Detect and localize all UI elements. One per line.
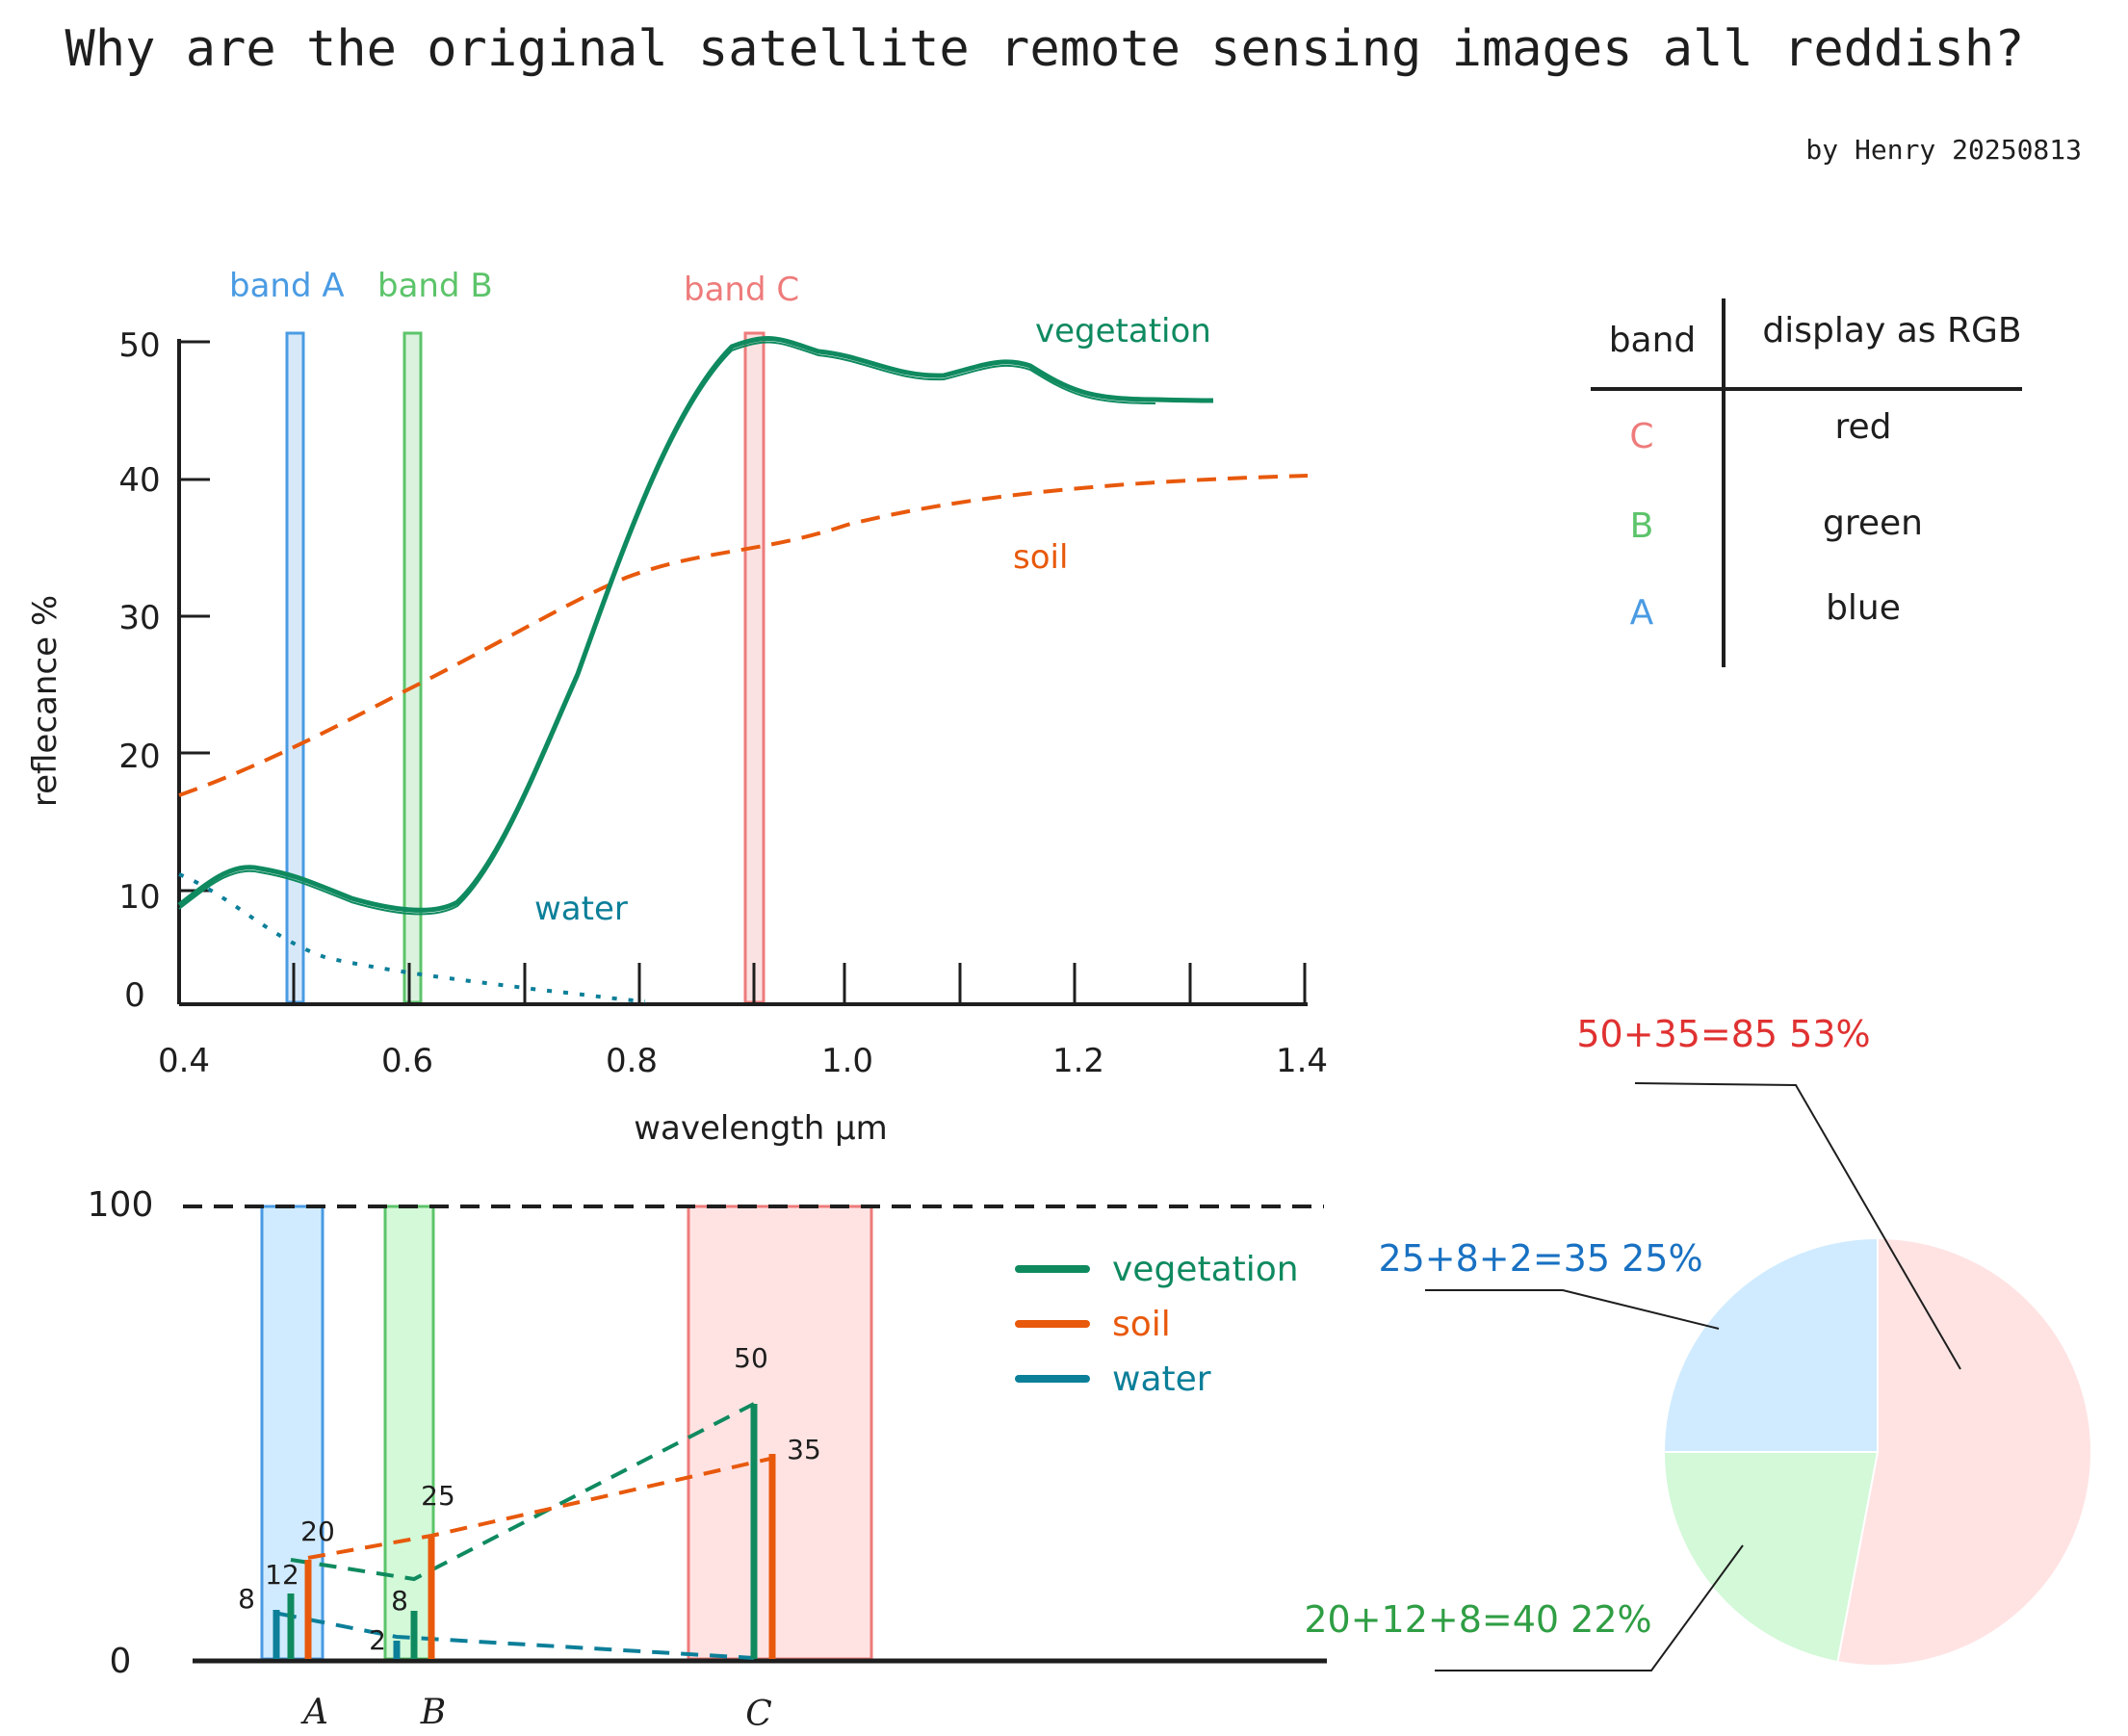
- bottom-band-c-rect: [687, 1205, 873, 1661]
- band-a-rect: [285, 331, 305, 1004]
- vegetation-dash-connector: [290, 1402, 755, 1582]
- legend-label-vegetation: vegetation: [1112, 1250, 1299, 1289]
- water-label: water: [534, 890, 628, 928]
- water-dash-connector: [278, 1612, 755, 1660]
- green-leader-line: [1435, 1544, 1744, 1671]
- x-axis-label: wavelength μm: [634, 1109, 888, 1148]
- table-row-a-band: A: [1630, 593, 1654, 633]
- pie-slice-blue: [1662, 1236, 1879, 1453]
- y-label-100: 100: [88, 1185, 154, 1225]
- soil-label: soil: [1013, 538, 1068, 577]
- table-row-b-rgb: green: [1823, 504, 1923, 543]
- band-a-label: band A: [229, 267, 345, 305]
- value-label: 8: [238, 1583, 255, 1615]
- legend-label-water: water: [1112, 1360, 1211, 1399]
- legend: vegetation soil water: [1015, 1250, 1299, 1399]
- table-row-c-rgb: red: [1834, 407, 1891, 447]
- pie-slices: [1662, 1236, 2092, 1667]
- byline: by Henry 20250813: [1805, 134, 2082, 166]
- blue-leader-line: [1425, 1289, 1720, 1330]
- x-tick-label: 1.2: [1052, 1042, 1104, 1080]
- value-label: 2: [369, 1624, 386, 1656]
- x-tick-label: 0.4: [158, 1042, 210, 1080]
- y-label-0: 0: [110, 1642, 132, 1681]
- legend-label-soil: soil: [1112, 1305, 1171, 1344]
- y-tick-label: 30: [118, 599, 160, 637]
- red-leader-line: [1634, 1082, 1961, 1370]
- table-row-a-rgb: blue: [1826, 588, 1901, 628]
- pie-slice-red: [1836, 1236, 2092, 1667]
- x-tick-label: 0.8: [606, 1042, 658, 1080]
- y-tick-label: 10: [118, 878, 160, 917]
- band-rgb-table: band display as RGB C red B green A blue: [1591, 298, 2022, 667]
- x-label-a: A: [300, 1693, 328, 1732]
- vegetation-curve-stroke2: [178, 341, 1156, 916]
- water-curve: [178, 872, 646, 1003]
- x-ticks: [292, 963, 1307, 1004]
- value-label: 25: [421, 1480, 455, 1512]
- table-header-rgb: display as RGB: [1762, 311, 2021, 350]
- x-tick-label: 0.6: [381, 1042, 433, 1080]
- value-label: 20: [300, 1516, 335, 1547]
- value-label: 35: [787, 1434, 821, 1465]
- y-tick-label: 20: [118, 738, 160, 776]
- band-b-rect: [402, 331, 423, 1004]
- x-tick-label: 1.0: [821, 1042, 873, 1080]
- table-row-c-band: C: [1629, 417, 1653, 456]
- y-tick-label: 50: [118, 326, 160, 365]
- bottom-band-a-rect: [260, 1205, 324, 1661]
- rgb-pie-chart: 50+35=85 53% 25+8+2=35 25% 20+12+8=40 22…: [1304, 1013, 2092, 1671]
- pie-label-green: 20+12+8=40 22%: [1304, 1598, 1651, 1641]
- band-c-label: band C: [684, 271, 799, 309]
- band-b-label: band B: [377, 267, 493, 305]
- band-reflectance-chart: 100 0 8 12 20 2 8 25 50 35 A B C vegeta: [88, 1185, 1327, 1734]
- x-tick-label: 1.4: [1276, 1042, 1328, 1080]
- vegetation-label: vegetation: [1035, 312, 1211, 350]
- pie-label-red: 50+35=85 53%: [1576, 1013, 1870, 1055]
- x-label-c: C: [745, 1695, 772, 1734]
- table-header-band: band: [1609, 321, 1697, 360]
- value-label: 12: [265, 1559, 299, 1591]
- page-title: Why are the original satellite remote se…: [65, 20, 2025, 78]
- value-label: 50: [734, 1342, 768, 1374]
- x-label-b: B: [420, 1693, 446, 1732]
- vegetation-curve: [177, 336, 1214, 913]
- y-tick-label: 0: [124, 976, 145, 1015]
- soil-curve: [178, 474, 1309, 797]
- spectral-chart: band A band B band C 50 40: [26, 267, 1328, 1148]
- table-row-b-band: B: [1630, 506, 1654, 546]
- band-c-rect: [743, 331, 766, 1004]
- value-label: 8: [391, 1585, 408, 1617]
- y-ticks: [179, 340, 210, 893]
- pie-label-blue: 25+8+2=35 25%: [1378, 1237, 1702, 1280]
- y-axis-label: reflecance %: [26, 595, 65, 807]
- pie-slice-green: [1662, 1451, 1880, 1664]
- y-tick-label: 40: [118, 461, 160, 500]
